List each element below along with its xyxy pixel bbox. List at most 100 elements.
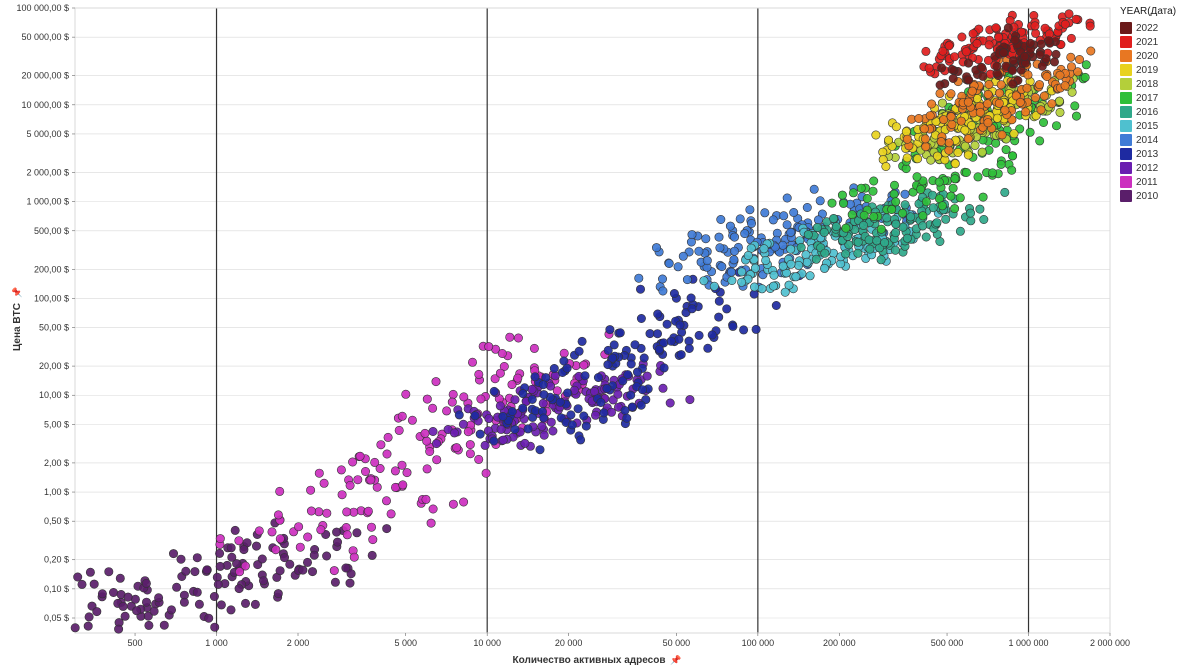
data-point bbox=[211, 623, 219, 631]
data-point bbox=[177, 555, 185, 563]
legend-label: 2017 bbox=[1136, 93, 1158, 104]
data-point bbox=[888, 205, 896, 213]
data-point bbox=[78, 580, 86, 588]
data-point bbox=[591, 411, 599, 419]
legend-item[interactable]: 2012 bbox=[1120, 161, 1176, 175]
legend-item[interactable]: 2018 bbox=[1120, 77, 1176, 91]
data-point bbox=[863, 194, 871, 202]
legend-label: 2015 bbox=[1136, 121, 1158, 132]
legend-item[interactable]: 2019 bbox=[1120, 63, 1176, 77]
x-tick-label: 50 000 bbox=[663, 638, 691, 648]
data-point bbox=[448, 398, 456, 406]
x-tick-label: 200 000 bbox=[823, 638, 856, 648]
data-point bbox=[391, 467, 399, 475]
data-point bbox=[1008, 152, 1016, 160]
y-tick-label: 2,00 $ bbox=[44, 458, 69, 468]
legend-item[interactable]: 2020 bbox=[1120, 49, 1176, 63]
data-point bbox=[603, 384, 611, 392]
data-point bbox=[1009, 57, 1017, 65]
data-point bbox=[929, 204, 937, 212]
data-point bbox=[1081, 73, 1089, 81]
y-tick-label: 0,50 $ bbox=[44, 516, 69, 526]
data-point bbox=[403, 468, 411, 476]
data-point bbox=[984, 90, 992, 98]
data-point bbox=[154, 594, 162, 602]
legend-item[interactable]: 2015 bbox=[1120, 119, 1176, 133]
data-point bbox=[958, 33, 966, 41]
data-point bbox=[563, 389, 571, 397]
data-point bbox=[761, 209, 769, 217]
data-point bbox=[172, 583, 180, 591]
legend-swatch bbox=[1120, 64, 1132, 76]
data-point bbox=[848, 210, 856, 218]
data-point bbox=[98, 590, 106, 598]
y-tick-label: 0,05 $ bbox=[44, 613, 69, 623]
data-point bbox=[429, 427, 437, 435]
data-point bbox=[307, 507, 315, 515]
data-point bbox=[567, 411, 575, 419]
data-point bbox=[659, 287, 667, 295]
legend-item[interactable]: 2010 bbox=[1120, 189, 1176, 203]
legend-swatch bbox=[1120, 50, 1132, 62]
data-point bbox=[968, 87, 976, 95]
legend-item[interactable]: 2014 bbox=[1120, 133, 1176, 147]
data-point bbox=[814, 216, 822, 224]
data-point bbox=[810, 185, 818, 193]
data-point bbox=[962, 168, 970, 176]
data-point bbox=[193, 554, 201, 562]
data-point bbox=[995, 89, 1003, 97]
legend-item[interactable]: 2013 bbox=[1120, 147, 1176, 161]
legend-item[interactable]: 2016 bbox=[1120, 105, 1176, 119]
data-point bbox=[933, 219, 941, 227]
data-point bbox=[1068, 88, 1076, 96]
legend-item[interactable]: 2022 bbox=[1120, 21, 1176, 35]
data-point bbox=[717, 215, 725, 223]
data-point bbox=[870, 177, 878, 185]
data-point bbox=[280, 553, 288, 561]
y-tick-label: 100,00 $ bbox=[34, 293, 69, 303]
legend-item[interactable]: 2021 bbox=[1120, 35, 1176, 49]
data-point bbox=[576, 436, 584, 444]
data-point bbox=[903, 234, 911, 242]
data-point bbox=[398, 412, 406, 420]
data-point bbox=[637, 314, 645, 322]
data-point bbox=[640, 354, 648, 362]
data-point bbox=[490, 387, 498, 395]
y-axis-title-text: Цена BTC bbox=[12, 303, 23, 351]
data-point bbox=[354, 476, 362, 484]
data-point bbox=[779, 262, 787, 270]
data-point bbox=[274, 589, 282, 597]
data-point bbox=[877, 256, 885, 264]
data-point bbox=[449, 500, 457, 508]
data-point bbox=[966, 209, 974, 217]
data-point bbox=[985, 80, 993, 88]
data-point bbox=[1061, 20, 1069, 28]
data-point bbox=[947, 113, 955, 121]
data-point bbox=[427, 519, 435, 527]
data-point bbox=[879, 148, 887, 156]
pin-icon: 📌 bbox=[12, 287, 23, 298]
data-point bbox=[1023, 84, 1031, 92]
data-point bbox=[524, 425, 532, 433]
legend-swatch bbox=[1120, 162, 1132, 174]
data-point bbox=[730, 256, 738, 264]
data-point bbox=[967, 217, 975, 225]
data-point bbox=[348, 458, 356, 466]
data-point bbox=[936, 89, 944, 97]
data-point bbox=[367, 476, 375, 484]
data-point bbox=[660, 364, 668, 372]
data-point bbox=[432, 439, 440, 447]
data-point bbox=[449, 390, 457, 398]
data-point bbox=[90, 580, 98, 588]
legend-item[interactable]: 2017 bbox=[1120, 91, 1176, 105]
data-point bbox=[228, 553, 236, 561]
x-tick-label: 2 000 bbox=[287, 638, 310, 648]
legend-item[interactable]: 2011 bbox=[1120, 175, 1176, 189]
y-axis-title: Цена BTC 📌 bbox=[12, 287, 23, 351]
data-point bbox=[936, 81, 944, 89]
data-point bbox=[332, 528, 340, 536]
y-tick-label: 10 000,00 $ bbox=[21, 100, 69, 110]
data-point bbox=[688, 230, 696, 238]
data-point bbox=[995, 99, 1003, 107]
data-point bbox=[519, 389, 527, 397]
